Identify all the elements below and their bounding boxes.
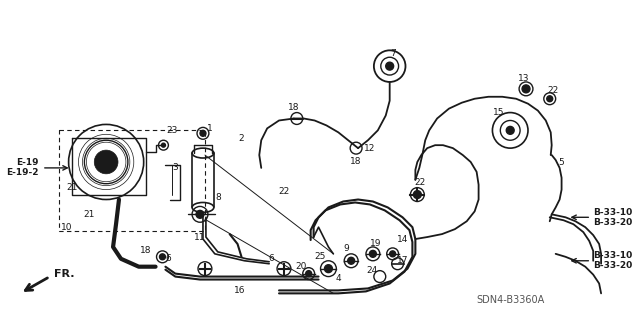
Text: 24: 24 xyxy=(366,266,378,275)
Circle shape xyxy=(413,191,421,198)
Circle shape xyxy=(324,265,332,273)
Text: 25: 25 xyxy=(315,252,326,261)
Text: 19: 19 xyxy=(370,240,381,249)
Text: 3: 3 xyxy=(172,163,178,172)
Circle shape xyxy=(386,62,394,70)
Text: 4: 4 xyxy=(335,274,341,283)
Circle shape xyxy=(200,130,206,136)
Text: 5: 5 xyxy=(559,159,564,167)
Text: 6: 6 xyxy=(268,254,274,263)
Text: 10: 10 xyxy=(61,223,72,232)
Text: SDN4-B3360A: SDN4-B3360A xyxy=(477,295,545,305)
Text: 12: 12 xyxy=(364,144,376,152)
Circle shape xyxy=(159,254,165,260)
Circle shape xyxy=(369,250,376,257)
Text: E-19: E-19 xyxy=(17,159,39,167)
Text: 7: 7 xyxy=(390,49,396,58)
Circle shape xyxy=(196,210,204,218)
Text: 21: 21 xyxy=(66,183,77,192)
Circle shape xyxy=(348,257,355,264)
Text: 23: 23 xyxy=(166,126,178,135)
Circle shape xyxy=(506,126,514,134)
Text: 6: 6 xyxy=(166,254,172,263)
Circle shape xyxy=(522,85,530,93)
Text: 9: 9 xyxy=(343,244,349,253)
Text: FR.: FR. xyxy=(54,269,74,278)
Text: 2: 2 xyxy=(239,134,244,143)
Circle shape xyxy=(390,251,396,257)
Text: B-33-20: B-33-20 xyxy=(593,218,632,227)
Text: 11: 11 xyxy=(195,233,205,241)
Text: 22: 22 xyxy=(415,178,426,187)
Text: 22: 22 xyxy=(547,86,558,95)
Circle shape xyxy=(306,271,312,277)
Text: 21: 21 xyxy=(84,210,95,219)
Text: 18: 18 xyxy=(140,246,152,256)
Text: 22: 22 xyxy=(278,187,289,196)
Circle shape xyxy=(161,143,165,147)
Text: B-33-10: B-33-10 xyxy=(593,208,632,217)
Text: 17: 17 xyxy=(397,256,408,265)
Text: 16: 16 xyxy=(234,286,245,295)
Text: 18: 18 xyxy=(288,103,300,112)
Circle shape xyxy=(100,156,112,168)
Text: 13: 13 xyxy=(518,74,530,84)
Circle shape xyxy=(94,150,118,174)
Text: 18: 18 xyxy=(350,158,362,167)
Text: 14: 14 xyxy=(397,234,408,243)
Text: E-19-2: E-19-2 xyxy=(6,168,39,177)
Text: 20: 20 xyxy=(295,262,307,271)
Text: B-33-10: B-33-10 xyxy=(593,251,632,260)
Circle shape xyxy=(547,96,553,102)
Text: B-33-20: B-33-20 xyxy=(593,261,632,270)
Text: 8: 8 xyxy=(215,193,221,202)
Text: 1: 1 xyxy=(207,124,212,133)
Text: 15: 15 xyxy=(493,108,504,117)
